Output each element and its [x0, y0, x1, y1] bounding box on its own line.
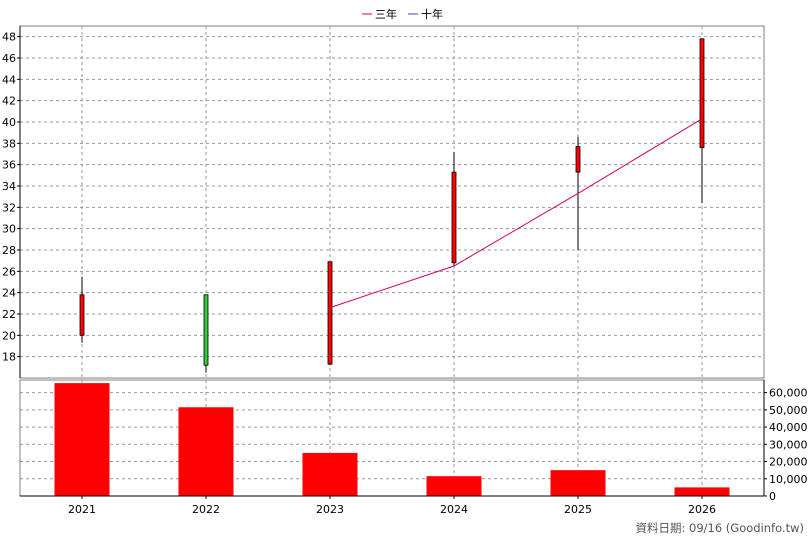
price-gridlines [20, 26, 764, 378]
volume-bar [550, 470, 606, 496]
volume-y-tick-label: 30,000 [769, 438, 808, 451]
candle-body [79, 294, 85, 336]
price-y-tick-label: 18 [2, 351, 16, 364]
x-tick-label: 2022 [192, 503, 220, 516]
price-y-tick-label: 48 [2, 31, 16, 44]
volume-gridlines [20, 380, 764, 497]
candle-body [699, 38, 705, 149]
price-y-tick-label: 42 [2, 95, 16, 108]
price-y-tick-label: 38 [2, 137, 16, 150]
price-y-tick-label: 46 [2, 52, 16, 65]
volume-bar [674, 487, 730, 496]
volume-bar [54, 383, 110, 496]
volume-y-tick-label: 50,000 [769, 404, 808, 417]
volume-y-tick-label: 10,000 [769, 473, 808, 486]
price-y-tick-label: 28 [2, 244, 16, 257]
volume-axes [19, 379, 765, 497]
volume-bar [426, 476, 482, 496]
volume-y-axis: 0 10,000 20,000 30,000 40,000 50,000 60,000 [764, 387, 808, 503]
price-y-tick-label: 36 [2, 159, 16, 172]
source-footer: 資料日期: 09/16 (Goodinfo.tw) [635, 521, 804, 535]
volume-y-tick-label: 60,000 [769, 387, 808, 400]
price-y-tick-label: 20 [2, 329, 16, 342]
volume-y-tick-label: 20,000 [769, 456, 808, 469]
price-y-tick-label: 30 [2, 223, 16, 236]
price-y-tick-label: 34 [2, 180, 16, 193]
x-tick-label: 2023 [316, 503, 344, 516]
volume-panel: 0 10,000 20,000 30,000 40,000 50,000 60,000 [19, 379, 808, 503]
x-tick-label: 2025 [564, 503, 592, 516]
volume-bar [302, 452, 358, 496]
candle-body [575, 146, 581, 173]
price-y-tick-label: 24 [2, 287, 16, 300]
legend-label-2: 十年 [421, 7, 443, 21]
volume-y-tick-label: 0 [769, 490, 776, 503]
price-y-tick-label: 32 [2, 201, 16, 214]
price-y-tick-label: 40 [2, 116, 16, 129]
moving-average-line [329, 118, 703, 309]
x-axis: 2021 2022 2023 2024 2025 2026 [68, 496, 716, 516]
volume-y-tick-label: 40,000 [769, 421, 808, 434]
price-y-tick-label: 26 [2, 265, 16, 278]
volume-bars [54, 383, 730, 496]
price-y-tick-label: 22 [2, 308, 16, 321]
price-panel: 18 20 22 24 26 28 30 32 34 36 38 40 42 44 46 48 [2, 25, 765, 379]
candle-body [451, 171, 457, 264]
price-frame [19, 25, 765, 379]
price-y-tick-label: 44 [2, 73, 16, 86]
chart-legend: 三年 十年 [362, 7, 443, 21]
moving-average-lines [329, 118, 703, 309]
candle-body [203, 294, 209, 366]
x-tick-label: 2024 [440, 503, 468, 516]
price-y-axis: 18 20 22 24 26 28 30 32 34 36 38 40 42 44 46 48 [2, 31, 20, 364]
volume-bar [178, 407, 234, 496]
legend-label-1: 三年 [375, 7, 397, 21]
candle-body [327, 261, 333, 365]
x-tick-label: 2021 [68, 503, 96, 516]
candles [79, 38, 705, 373]
price-axes [19, 25, 765, 379]
x-tick-label: 2026 [688, 503, 716, 516]
